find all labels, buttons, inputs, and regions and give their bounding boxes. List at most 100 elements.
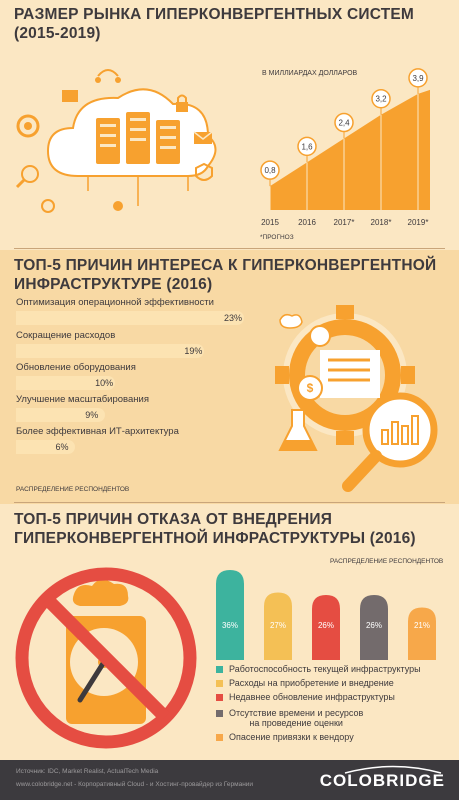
legend-label-line: Работоспособность текущей инфраструктуры <box>229 664 421 674</box>
interest-title: ТОП-5 ПРИЧИН ИНТЕРЕСА К ГИПЕРКОНВЕРГЕНТН… <box>14 256 436 294</box>
interest-reasons-section: ТОП-5 ПРИЧИН ИНТЕРЕСА К ГИПЕРКОНВЕРГЕНТН… <box>0 250 459 504</box>
market-size-title: РАЗМЕР РЫНКА ГИПЕРКОНВЕРГЕНТНЫХ СИСТЕМ (… <box>14 5 414 43</box>
legend-label: Недавнее обновление инфраструктуры <box>229 692 395 702</box>
refusal-bar <box>408 607 436 660</box>
legend-swatch <box>216 710 223 717</box>
refusal-bar <box>360 595 388 660</box>
interest-title-line1: ТОП-5 ПРИЧИН ИНТЕРЕСА К ГИПЕРКОНВЕРГЕНТН… <box>14 257 437 274</box>
market-size-title-line2: (2015-2019) <box>14 25 101 42</box>
footer-sources: Источник: IDC, Market Realist, ActualTec… <box>16 768 159 775</box>
market-size-chart: 0,8 2015 1,6 2016 2,4 2017* 3,2 2018* 3,9 2019* <box>260 68 430 227</box>
x-tick-label: 2015 <box>261 218 279 227</box>
bridge-icon <box>344 765 442 774</box>
svg-text:$: $ <box>307 381 314 395</box>
legend-label: Отсутствие времени и ресурсов на проведен… <box>229 708 363 728</box>
cloud-icon <box>279 313 303 329</box>
data-label: 1,6 <box>301 142 313 151</box>
legend-label-line: Опасение привязки к вендору <box>229 732 354 742</box>
interest-bar <box>16 376 116 390</box>
refusal-bar <box>216 570 244 660</box>
refusal-reasons-section: ТОП-5 ПРИЧИН ОТКАЗА ОТ ВНЕДРЕНИЯ ГИПЕРКО… <box>0 504 459 760</box>
respondents-note: РАСПРЕДЕЛЕНИЕ РЕСПОНДЕНТОВ <box>330 558 444 565</box>
forecast-note: *ПРОГНОЗ <box>260 234 294 241</box>
prohibition-icon <box>15 567 197 749</box>
lock-icon <box>176 102 188 112</box>
section-divider <box>14 502 445 503</box>
market-size-section: РАЗМЕР РЫНКА ГИПЕРКОНВЕРГЕНТНЫХ СИСТЕМ (… <box>0 0 459 250</box>
bar-value-label: 10% <box>95 378 114 388</box>
bar-value-label: 26% <box>366 621 382 630</box>
data-label: 0,8 <box>264 166 276 175</box>
legend-label: Опасение привязки к вендору <box>229 732 354 742</box>
dollar-icon <box>297 375 323 401</box>
data-label: 3,2 <box>375 95 387 104</box>
shield-icon <box>309 325 331 347</box>
section-divider <box>14 248 445 249</box>
data-label-bubble <box>408 68 428 88</box>
x-tick-label: 2019* <box>408 218 429 227</box>
search-icon <box>21 165 39 183</box>
chat-icon <box>113 201 123 211</box>
legend-swatch <box>216 680 223 687</box>
bar-value-label: 27% <box>270 621 286 630</box>
server-icon <box>96 112 180 164</box>
bar-value-label: 19% <box>184 346 203 356</box>
bar-value-label: 23% <box>224 313 243 323</box>
bar-value-label: 6% <box>55 442 69 452</box>
bar-category-label: Сокращение расходов <box>16 330 116 341</box>
bar-value-label: 21% <box>414 621 430 630</box>
footer-link[interactable]: www.colobridge.net - Корпоративный Cloud… <box>16 781 254 788</box>
legend-label-line: Расходы на приобретение и внедрение <box>229 678 394 688</box>
legend-label-line: на проведение оценки <box>249 718 343 728</box>
legend-swatch <box>216 666 223 673</box>
legend-swatch <box>216 734 223 741</box>
interest-bar <box>16 344 205 358</box>
refusal-title-line2: ГИПЕРКОНВЕРГЕНТНОЙ ИНФРАСТРУКТУРЫ (2016) <box>14 530 416 547</box>
refusal-bar-chart: 36% 27% 26% 26% 21% <box>216 570 436 660</box>
bar-category-label: Более эффективная ИТ-архитектура <box>16 426 179 437</box>
legend-label: Расходы на приобретение и внедрение <box>229 678 394 688</box>
bar-category-label: Обновление оборудования <box>16 362 136 373</box>
headphones-icon <box>97 69 119 77</box>
no-hdd-illustration <box>15 567 197 749</box>
footer: Источник: IDC, Market Realist, ActualTec… <box>0 760 459 800</box>
folder-icon <box>62 90 78 102</box>
legend-swatch <box>216 694 223 701</box>
bar-category-label: Оптимизация операционной эффективности <box>16 297 214 308</box>
interest-bar <box>16 440 76 454</box>
legend-label-line: Отсутствие времени и ресурсов <box>229 708 364 718</box>
x-tick-label: 2016 <box>298 218 316 227</box>
refusal-title: ТОП-5 ПРИЧИН ОТКАЗА ОТ ВНЕДРЕНИЯ ГИПЕРКО… <box>14 510 416 548</box>
data-label: 3,9 <box>412 74 424 83</box>
shield-icon <box>195 162 213 181</box>
interest-bar <box>16 311 244 325</box>
market-unit-label: В МИЛЛИАРДАХ ДОЛЛАРОВ <box>262 70 358 77</box>
x-tick-label: 2018* <box>371 218 392 227</box>
bar-value-label: 36% <box>222 621 238 630</box>
interest-bar <box>16 408 106 422</box>
respondents-note: РАСПРЕДЕЛЕНИЕ РЕСПОНДЕНТОВ <box>16 486 130 493</box>
market-size-title-line1: РАЗМЕР РЫНКА ГИПЕРКОНВЕРГЕНТНЫХ СИСТЕМ <box>14 6 415 23</box>
brand-logo: COLOBRIDGE <box>319 771 445 790</box>
document-icon <box>320 350 380 398</box>
interest-title-line2: ИНФРАСТРУКТУРЕ (2016) <box>14 276 213 293</box>
x-tick-label: 2017* <box>334 218 355 227</box>
bar-category-label: Улучшение масштабирования <box>16 394 149 405</box>
cloud-icon <box>72 579 129 606</box>
bar-value-label: 9% <box>85 410 99 420</box>
refusal-title-line1: ТОП-5 ПРИЧИН ОТКАЗА ОТ ВНЕДРЕНИЯ <box>14 511 333 528</box>
data-label-bubble <box>260 160 280 180</box>
legend-label-line: Недавнее обновление инфраструктуры <box>229 692 395 702</box>
analytics-gear-illustration: $ <box>275 305 438 492</box>
refusal-bar <box>312 595 340 660</box>
data-label: 2,4 <box>338 119 350 128</box>
refusal-bar <box>264 592 292 660</box>
gear-icon <box>16 114 40 138</box>
legend-label: Работоспособность текущей инфраструктуры <box>229 664 421 674</box>
magnifier-icon <box>362 392 438 468</box>
power-icon <box>41 199 55 213</box>
bar-value-label: 26% <box>318 621 334 630</box>
cloud-servers-illustration <box>15 69 217 213</box>
area-fill <box>270 89 430 210</box>
